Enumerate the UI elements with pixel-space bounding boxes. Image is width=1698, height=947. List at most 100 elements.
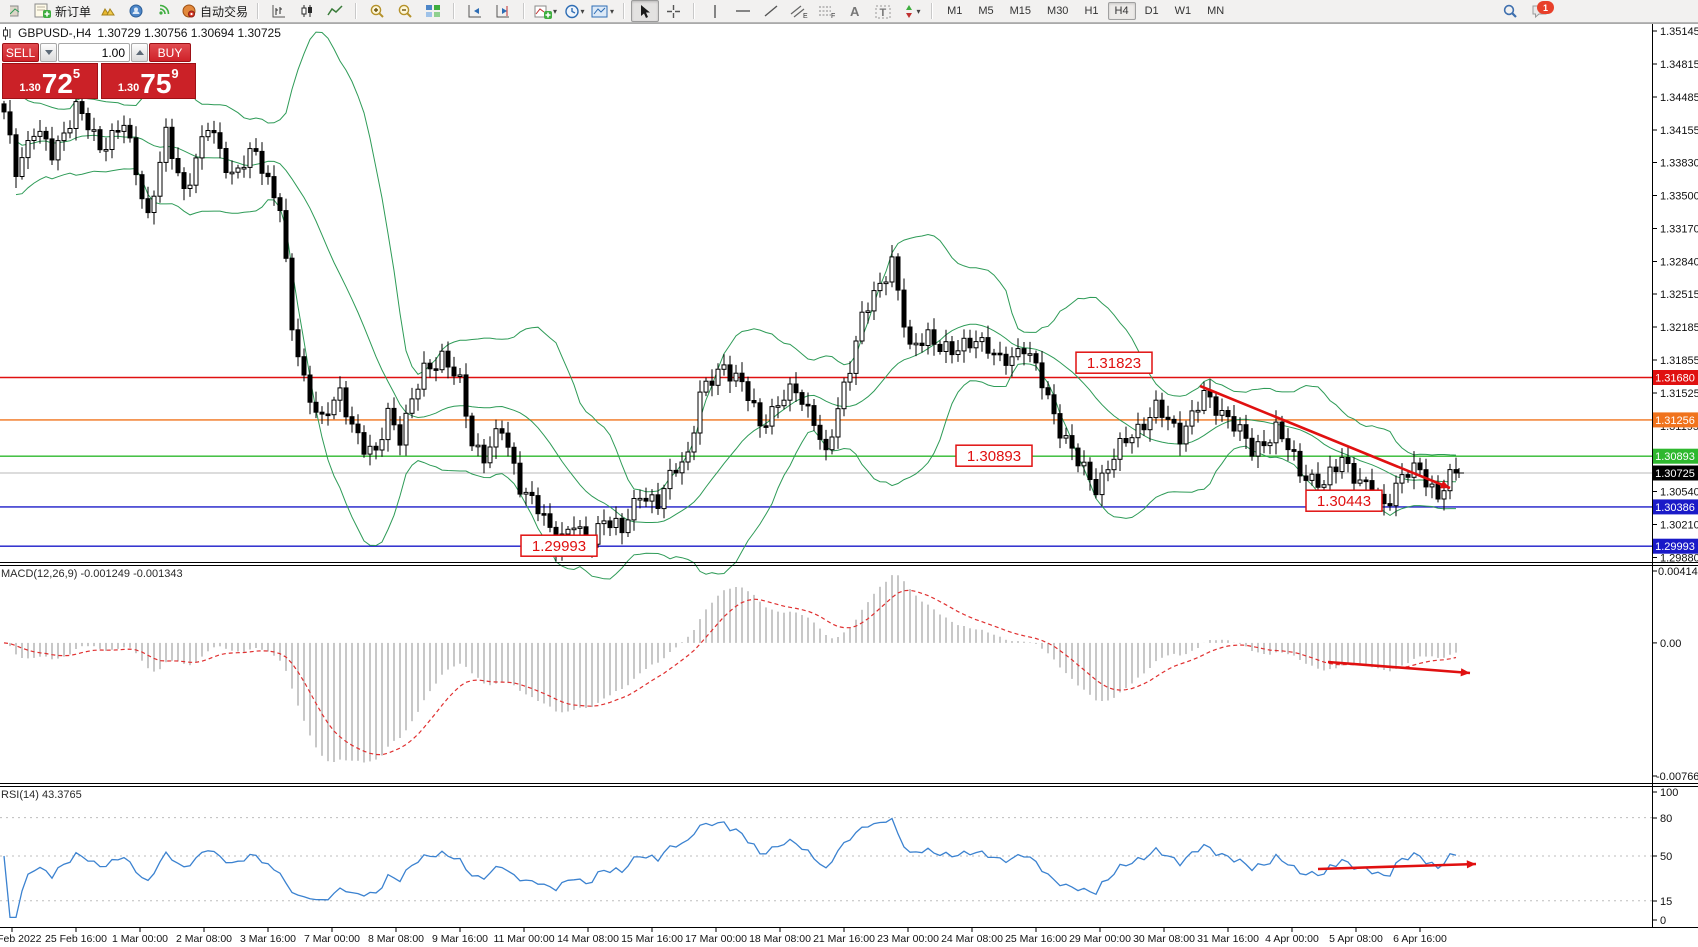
svg-text:18 Mar 08:00: 18 Mar 08:00 bbox=[749, 933, 811, 945]
toolbar-separator bbox=[257, 3, 260, 19]
svg-text:1.33830: 1.33830 bbox=[1660, 158, 1698, 170]
svg-text:1.30540: 1.30540 bbox=[1660, 487, 1698, 499]
vertical-line-tool[interactable] bbox=[701, 0, 729, 22]
toolbar-separator bbox=[355, 3, 358, 19]
volume-decrease-button[interactable] bbox=[40, 43, 57, 62]
tab-m15[interactable]: M15 bbox=[1009, 5, 1032, 17]
sell-price-display[interactable]: 1.30 72 5 bbox=[2, 63, 98, 99]
svg-text:1.29993: 1.29993 bbox=[1655, 541, 1695, 553]
templates-button[interactable]: ▾ bbox=[588, 0, 617, 22]
svg-text:1.31823: 1.31823 bbox=[1087, 355, 1141, 372]
cursor-tool-button[interactable] bbox=[631, 0, 660, 22]
toolbar-separator bbox=[453, 3, 456, 19]
crosshair-tool-button[interactable] bbox=[659, 0, 687, 22]
tab-h4[interactable]: H4 bbox=[1107, 2, 1136, 20]
tab-w1[interactable]: W1 bbox=[1174, 5, 1192, 17]
tab-m30[interactable]: M30 bbox=[1047, 5, 1069, 17]
svg-text:80: 80 bbox=[1660, 813, 1672, 825]
templates-icon bbox=[591, 5, 608, 17]
zoom-in-button[interactable] bbox=[363, 0, 391, 22]
buy-price-pip: 9 bbox=[171, 66, 179, 81]
buy-price-display[interactable]: 1.30 75 9 bbox=[100, 63, 196, 99]
svg-text:50: 50 bbox=[1660, 851, 1672, 863]
toolbar-separator bbox=[523, 3, 526, 19]
indicators-button[interactable]: ▾ bbox=[531, 0, 560, 22]
tab-m1[interactable]: M1 bbox=[947, 5, 963, 17]
market-watch-button[interactable] bbox=[94, 0, 122, 22]
svg-text:15 Mar 16:00: 15 Mar 16:00 bbox=[621, 933, 683, 945]
chart-shift-button[interactable] bbox=[489, 0, 517, 22]
tab-d1[interactable]: D1 bbox=[1144, 5, 1159, 17]
svg-text:1.32185: 1.32185 bbox=[1660, 322, 1698, 334]
channel-icon: E bbox=[790, 5, 808, 19]
horizontal-line-tool[interactable] bbox=[729, 0, 757, 22]
clipped-chart-icon[interactable] bbox=[3, 0, 31, 22]
sell-button[interactable]: SELL bbox=[2, 43, 39, 62]
rsi-line bbox=[3, 817, 1457, 919]
auto-scroll-icon bbox=[468, 5, 482, 18]
tab-mn[interactable]: MN bbox=[1207, 5, 1225, 17]
svg-text:0.004144: 0.004144 bbox=[1658, 566, 1698, 578]
signals-button[interactable] bbox=[150, 0, 178, 22]
sell-price-pip: 5 bbox=[72, 66, 81, 81]
autotrade-button[interactable]: 自动交易 bbox=[178, 0, 251, 22]
auto-scroll-button[interactable] bbox=[461, 0, 489, 22]
channel-tool[interactable]: E bbox=[785, 0, 813, 22]
price-annotation-boxes[interactable]: 1.31823 1.30893 1.30443 1.29993 bbox=[520, 351, 1383, 557]
down-arrow-icon bbox=[44, 50, 53, 55]
svg-text:25 Mar 16:00: 25 Mar 16:00 bbox=[1005, 933, 1067, 945]
cursor-marker bbox=[1454, 468, 1464, 478]
macd-histogram bbox=[9, 575, 1457, 763]
volume-increase-button[interactable] bbox=[131, 43, 148, 62]
signals-icon bbox=[159, 4, 170, 15]
chart-header: GBPUSD-,H4 1.30729 1.30756 1.30694 1.307… bbox=[3, 26, 281, 40]
svg-text:29 Mar 00:00: 29 Mar 00:00 bbox=[1069, 933, 1131, 945]
fibonacci-tool[interactable]: F bbox=[813, 0, 841, 22]
periods-button[interactable]: ▾ bbox=[560, 0, 588, 22]
arrows-tool[interactable]: ▾ bbox=[897, 0, 925, 22]
macd-axis: 0.004144 0.00 -0.007664 bbox=[1652, 566, 1698, 783]
bar-chart-button[interactable] bbox=[265, 0, 293, 22]
tile-windows-button[interactable] bbox=[419, 0, 447, 22]
svg-text:-0.007664: -0.007664 bbox=[1656, 771, 1698, 783]
search-button[interactable] bbox=[1496, 0, 1524, 22]
trend-arrows[interactable] bbox=[1199, 384, 1477, 871]
tab-m5[interactable]: M5 bbox=[978, 5, 994, 17]
zoom-in-icon bbox=[370, 4, 384, 18]
sell-price-prefix: 1.30 bbox=[19, 82, 41, 94]
svg-text:F: F bbox=[831, 13, 835, 19]
buy-button[interactable]: BUY bbox=[149, 43, 191, 62]
svg-text:1.31256: 1.31256 bbox=[1655, 415, 1695, 427]
svg-text:3 Mar 16:00: 3 Mar 16:00 bbox=[240, 933, 296, 945]
symbol-period-label: GBPUSD-,H4 bbox=[18, 26, 92, 40]
price-tags: 1.31680 1.31256 1.30893 1.30386 1.29993 1.307… bbox=[1653, 370, 1698, 554]
text-label-tool[interactable]: T bbox=[869, 0, 897, 22]
candlestick-chart-button[interactable] bbox=[293, 0, 321, 22]
new-order-button[interactable]: 新订单 bbox=[31, 0, 94, 22]
crosshair-icon bbox=[666, 4, 680, 18]
text-tool[interactable]: A bbox=[841, 0, 869, 22]
toolbar-separator bbox=[623, 3, 626, 19]
tab-h1[interactable]: H1 bbox=[1084, 5, 1099, 17]
svg-text:24 Feb 2022: 24 Feb 2022 bbox=[0, 933, 42, 945]
trendline-icon bbox=[764, 5, 778, 17]
pane-borders bbox=[0, 23, 1698, 928]
svg-text:21 Mar 16:00: 21 Mar 16:00 bbox=[813, 933, 875, 945]
svg-text:1.33500: 1.33500 bbox=[1660, 191, 1698, 203]
svg-text:A: A bbox=[850, 4, 860, 18]
trendline-tool[interactable] bbox=[757, 0, 785, 22]
svg-text:1.33170: 1.33170 bbox=[1660, 224, 1698, 236]
new-order-icon bbox=[34, 3, 51, 18]
volume-input[interactable] bbox=[58, 43, 130, 62]
zoom-out-button[interactable] bbox=[391, 0, 419, 22]
horizontal-level-lines bbox=[0, 376, 1652, 547]
macd-indicator-label: MACD(12,26,9) -0.001249 -0.001343 bbox=[1, 568, 183, 580]
svg-text:1.32515: 1.32515 bbox=[1660, 289, 1698, 301]
line-chart-button[interactable] bbox=[321, 0, 349, 22]
notifications-button[interactable]: 1 bbox=[1524, 0, 1556, 22]
svg-text:7 Mar 00:00: 7 Mar 00:00 bbox=[304, 933, 360, 945]
community-button[interactable] bbox=[122, 0, 150, 22]
autotrade-label: 自动交易 bbox=[200, 4, 249, 19]
